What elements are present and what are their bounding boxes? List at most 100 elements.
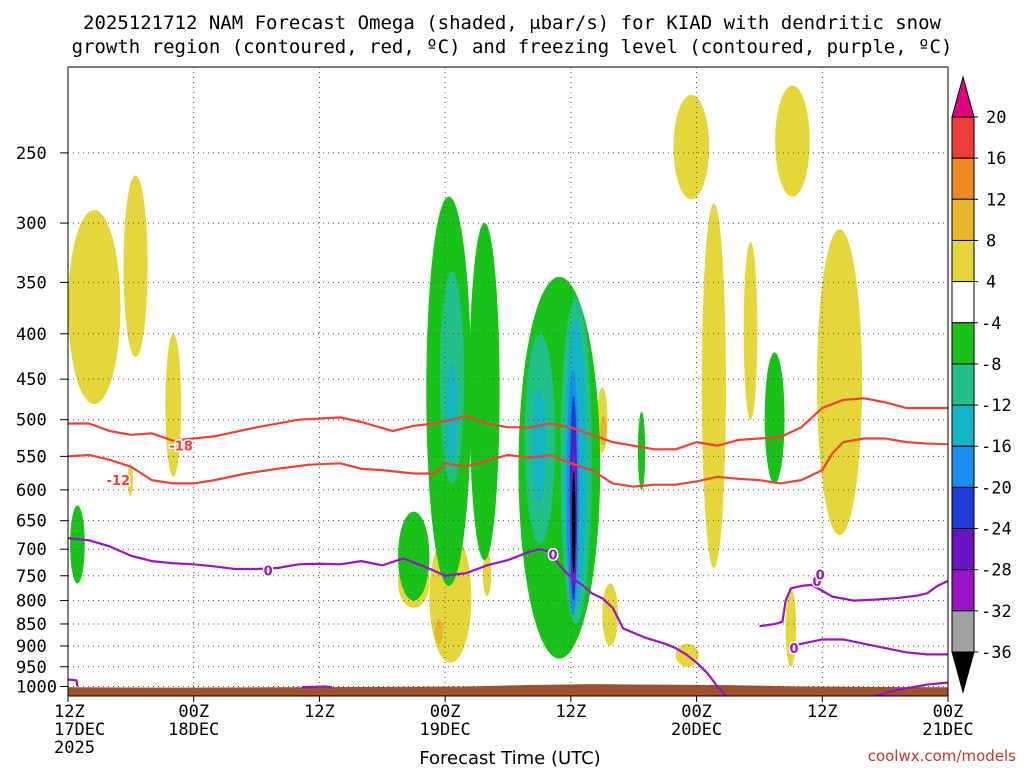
- colorbar-label: 4: [986, 273, 996, 293]
- colorbar-label: 16: [986, 149, 1006, 169]
- y-tick-label: 950: [16, 658, 47, 678]
- colorbar-swatch: [951, 239, 975, 283]
- omega-region-c4: [482, 551, 492, 596]
- colorbar-swatch: [951, 157, 975, 200]
- omega-region-c4: [602, 583, 618, 646]
- colorbar-label: 12: [986, 190, 1006, 210]
- x-tick-label: 12Z: [304, 702, 335, 722]
- y-axis: 2503003504004505005506006507007508008509…: [16, 144, 68, 697]
- y-tick-label: 250: [16, 144, 47, 164]
- colorbar-swatch: [951, 528, 975, 571]
- colorbar-swatch: [951, 404, 975, 447]
- dgz-contour-line: [68, 437, 948, 488]
- y-tick-label: 1000: [16, 677, 57, 697]
- y-tick-label: 550: [16, 447, 47, 467]
- x-tick-label: 12Z: [807, 702, 838, 722]
- y-tick-label: 500: [16, 411, 47, 431]
- terrain: [68, 684, 948, 696]
- omega-region-cm36: [571, 470, 576, 574]
- freezing-contour-line: [790, 638, 948, 656]
- colorbar-label: -28: [981, 561, 1012, 581]
- omega-region-c4: [123, 175, 148, 358]
- colorbar-swatch: [951, 116, 975, 159]
- colorbar-label: -20: [981, 478, 1012, 498]
- omega-region-c4: [775, 85, 810, 197]
- y-tick-label: 700: [16, 540, 47, 560]
- colorbar-swatch: [951, 322, 975, 365]
- colorbar-label: 20: [986, 108, 1006, 128]
- omega-region-c8: [434, 619, 444, 644]
- colorbar: 20 16 12 8 4 -4 -8 -12 -16 -20 -24 -28 -32 -36: [951, 75, 1012, 694]
- dgz-contour-label: -18: [169, 440, 193, 455]
- freezing-contour-label: 0: [264, 565, 273, 580]
- freezing-contour-line: [68, 536, 728, 696]
- dgz-contour-line: [68, 397, 948, 451]
- omega-region-c4: [165, 333, 182, 477]
- colorbar-swatch: [951, 198, 975, 241]
- omega-region-cm4: [637, 411, 646, 491]
- colorbar-label: -32: [981, 602, 1012, 622]
- dendritic-growth-contours: -18 -12: [68, 397, 948, 491]
- dgz-contour-label: -12: [107, 474, 131, 489]
- x-tick-label: 00Z: [933, 702, 964, 722]
- y-tick-label: 900: [16, 637, 47, 657]
- grid-lines: [68, 67, 948, 696]
- y-tick-label: 650: [16, 512, 47, 532]
- omega-region-c4: [673, 94, 710, 200]
- chart-title-line-1: 2025121712 NAM Forecast Omega (shaded, μ…: [83, 12, 941, 34]
- freezing-contour-line: [759, 579, 948, 628]
- y-tick-label: 800: [16, 592, 47, 612]
- x-tick-label: 12Z: [54, 702, 85, 722]
- x-tick-label: 18DEC: [168, 720, 219, 740]
- omega-region-cm12: [446, 361, 457, 464]
- x-tick-label: 00Z: [178, 702, 209, 722]
- freezing-contour-label: 0: [789, 642, 798, 657]
- y-tick-label: 350: [16, 273, 47, 293]
- colorbar-bottom-arrow: [951, 651, 975, 694]
- plot-frame: [67, 66, 949, 697]
- freezing-contour-line: [68, 678, 79, 687]
- x-tick-label: 19DEC: [420, 720, 471, 740]
- terrain-surface: [68, 684, 948, 696]
- omega-region-c4: [701, 203, 726, 568]
- colorbar-label: -36: [981, 643, 1012, 663]
- freezing-contour-label: 0: [816, 569, 825, 584]
- colorbar-swatch: [951, 281, 975, 324]
- freezing-contour-line: [874, 681, 948, 696]
- x-tick-label: 12Z: [555, 702, 586, 722]
- freezing-contour-line: [301, 685, 333, 689]
- colorbar-label: -12: [981, 396, 1012, 416]
- colorbar-swatch: [951, 610, 975, 653]
- colorbar-label: -4: [981, 314, 1001, 334]
- colorbar-label: -16: [981, 437, 1012, 457]
- omega-region-cm4: [764, 352, 785, 484]
- x-tick-label: 21DEC: [922, 720, 973, 740]
- colorbar-label: 8: [986, 231, 996, 251]
- freezing-contour-label: 0: [813, 575, 822, 590]
- omega-shading: [68, 85, 863, 667]
- colorbar-swatch: [951, 486, 975, 530]
- source-link[interactable]: coolwx.com/models: [868, 747, 1016, 765]
- omega-region-c4: [127, 463, 133, 497]
- omega-region-c4: [68, 209, 121, 405]
- y-tick-label: 400: [16, 325, 47, 345]
- x-tick-label: 17DEC: [54, 720, 105, 740]
- x-axis-label: Forecast Time (UTC): [419, 748, 600, 768]
- omega-region-cm12: [532, 387, 546, 503]
- chart-title-line-2: growth region (contoured, red, ºC) and f…: [72, 36, 953, 58]
- x-tick-label: 00Z: [681, 702, 712, 722]
- y-tick-label: 450: [16, 370, 47, 390]
- colorbar-top-arrow: [951, 75, 975, 118]
- colorbar-label: -8: [981, 355, 1001, 375]
- x-tick-label: 20DEC: [671, 720, 722, 740]
- omega-region-c4: [743, 241, 758, 420]
- omega-region-c4: [785, 588, 797, 667]
- colorbar-swatch: [951, 569, 975, 612]
- omega-region-cm4: [70, 505, 85, 584]
- freezing-contour-label: 0: [549, 549, 558, 564]
- y-tick-label: 300: [16, 214, 47, 234]
- colorbar-swatch: [951, 445, 975, 488]
